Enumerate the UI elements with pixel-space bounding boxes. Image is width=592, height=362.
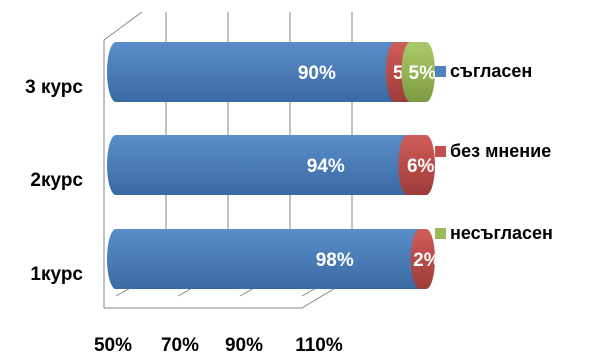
- legend-label: несъгласен: [450, 223, 553, 243]
- bar-segment: [107, 42, 404, 102]
- data-label: 2%: [413, 250, 441, 271]
- x-tick-label: 90%: [225, 335, 263, 356]
- x-tick-label: 110%: [295, 335, 343, 356]
- legend-label: без мнение: [450, 141, 551, 161]
- data-label: 98%: [316, 250, 354, 271]
- wall-top-edge: [103, 11, 143, 41]
- legend: съгласен без мнение несъгласен: [435, 61, 553, 243]
- bar-segment: [107, 229, 429, 289]
- legend-swatch: [435, 66, 446, 77]
- bar-segment: [401, 42, 435, 102]
- bar-segment: [107, 135, 417, 195]
- x-tick-label: 70%: [161, 335, 199, 356]
- legend-swatch: [435, 146, 446, 157]
- data-label: 6%: [407, 156, 435, 177]
- x-tick-label: 50%: [94, 335, 132, 356]
- data-label: 94%: [307, 156, 345, 177]
- legend-swatch: [435, 228, 446, 239]
- bar-base-cap: [107, 135, 125, 195]
- category-label: 2курс: [30, 170, 83, 191]
- data-label: 5%: [409, 63, 437, 84]
- legend-label: съгласен: [450, 61, 532, 81]
- bars: 90%5%5%94%6%98%2%: [107, 42, 441, 289]
- category-label: 3 курс: [25, 77, 83, 98]
- bar-base-cap: [107, 229, 125, 289]
- category-label: 1курс: [30, 264, 83, 285]
- data-label: 90%: [298, 63, 336, 84]
- bar-segment: [410, 229, 435, 289]
- x-tick-labels: 50% 70% 90% 110%: [94, 335, 343, 356]
- category-labels: 3 курс 2курс 1курс: [25, 77, 83, 285]
- bar-base-cap: [107, 42, 125, 102]
- bar-segment: [398, 135, 435, 195]
